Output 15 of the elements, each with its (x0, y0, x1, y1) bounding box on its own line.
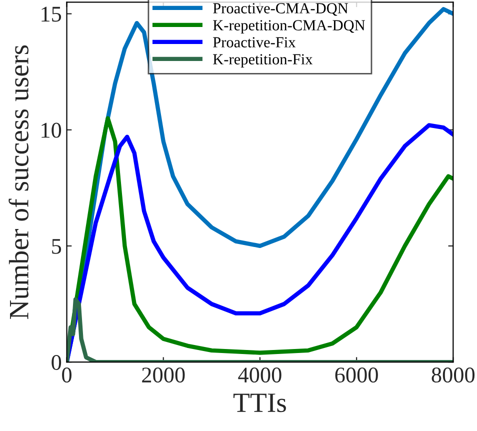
y-axis-title: Number of success users (8, 45, 28, 319)
x-tick-label: 4000 (238, 368, 282, 383)
y-tick-label: 10 (42, 122, 62, 138)
y-tick-label: 15 (42, 6, 62, 22)
x-tick-label: 2000 (142, 368, 185, 383)
legend-label: K-repetition-Fix (213, 54, 313, 68)
x-tick-label: 0 (62, 368, 72, 383)
x-tick-label: 6000 (335, 368, 378, 383)
x-tick-label: 8000 (432, 368, 475, 383)
y-tick-label: 0 (52, 354, 62, 370)
y-tick-label: 5 (52, 239, 62, 254)
legend-label: K-repetition-CMA-DQN (213, 20, 366, 34)
legend-label: Proactive-CMA-DQN (213, 3, 348, 16)
x-axis-title: TTIs (233, 394, 286, 412)
legend-label: Proactive-Fix (213, 37, 296, 48)
